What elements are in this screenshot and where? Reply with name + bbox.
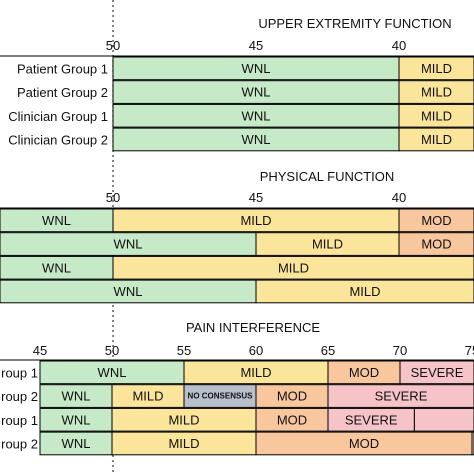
group-label: roup 1	[1, 365, 38, 380]
segment-label: WNL	[242, 85, 271, 100]
bar-segment-mild	[255, 279, 474, 304]
panel-2: PHYSICAL FUNCTION555045403530WNLMILDMODW…	[0, 169, 474, 304]
bar-row: WNL MILD	[0, 255, 474, 280]
tick-label: 65	[321, 343, 335, 358]
bar-segment-mod	[398, 208, 474, 233]
bar-row: WNL MILD MOD	[0, 232, 474, 256]
segment-label: MILD	[421, 85, 452, 100]
bar-row: Clinician Group 1 WNL MILD	[8, 103, 474, 128]
panel-title: PAIN INTERFERENCE	[186, 320, 320, 335]
segment-label: MOD	[349, 365, 379, 380]
tick-label: 40	[392, 38, 406, 53]
tick-label: 40	[392, 190, 406, 205]
segment-label: MOD	[277, 389, 307, 404]
bar-segment-mild	[398, 127, 474, 152]
panel-title: PHYSICAL FUNCTION	[260, 169, 395, 184]
segment-label: MILD	[168, 436, 199, 451]
segment-label: WNL	[242, 61, 271, 76]
segment-label: MILD	[168, 412, 199, 427]
bar-segment-mild	[112, 255, 474, 280]
segment-label: MILD	[421, 61, 452, 76]
group-label: roup 1	[1, 413, 38, 428]
bar-row: Patient Group 1 WNL MILD	[17, 56, 474, 81]
tick-label: 45	[249, 38, 263, 53]
group-label: Patient Group 2	[17, 85, 108, 100]
tick-label: 75	[465, 343, 474, 358]
panel-1: UPPER EXTREMITY FUNCTION504540353025Pati…	[0, 16, 474, 152]
group-label: Patient Group 1	[17, 61, 108, 76]
group-label: Clinician Group 2	[8, 132, 108, 147]
segment-label: MILD	[421, 108, 452, 123]
segment-label: WNL	[98, 365, 127, 380]
segment-label: WNL	[42, 260, 71, 275]
group-label: roup 2	[1, 436, 38, 451]
bar-segment-mild	[398, 103, 474, 128]
segment-label: WNL	[42, 213, 71, 228]
tick-label: 50	[106, 190, 120, 205]
segment-label: MILD	[132, 389, 163, 404]
segment-label: MOD	[421, 213, 451, 228]
group-label: Clinician Group 1	[8, 109, 108, 124]
segment-label: SEVERE	[345, 412, 398, 427]
bar-row: Patient Group 2 WNL MILD	[17, 80, 474, 104]
bar-segment-mild	[398, 56, 474, 81]
segment-label: MOD	[277, 412, 307, 427]
panel-3: PAIN INTERFERENCE 45 50 55 60 65 70 75 roup 1 WNL…	[0, 320, 474, 456]
tick-label: 50	[105, 343, 119, 358]
tick-label: 50	[106, 38, 120, 53]
segment-label: MILD	[312, 237, 343, 252]
bar-row: roup 2 WNL MILD NO CONSENSUS MOD SEVERE	[1, 384, 474, 408]
tick-label: 70	[393, 343, 407, 358]
tick-label: 45	[33, 343, 47, 358]
bar-row: roup 1 WNL MILD MOD SEVERE	[1, 360, 474, 385]
bar-segment-mild	[398, 80, 474, 104]
bar-row: roup 1 WNL MILD MOD SEVERE	[1, 407, 474, 432]
bar-row: roup 2 WNL MILD MOD	[1, 431, 474, 456]
segment-label: WNL	[114, 237, 143, 252]
segment-label: MILD	[240, 365, 271, 380]
bar-segment-severe	[471, 431, 474, 456]
segment-label: WNL	[62, 389, 91, 404]
tick-label: 45	[249, 190, 263, 205]
segment-label: MOD	[349, 436, 379, 451]
segment-label: MOD	[421, 237, 451, 252]
segment-label: MILD	[278, 260, 309, 275]
segment-label: SEVERE	[375, 389, 428, 404]
group-label: roup 2	[1, 389, 38, 404]
segment-label: WNL	[62, 436, 91, 451]
segment-label: WNL	[114, 284, 143, 299]
segment-label: WNL	[242, 108, 271, 123]
bar-segment-severe	[399, 360, 474, 385]
bar-segment-severe	[413, 407, 474, 432]
segment-label: WNL	[242, 132, 271, 147]
tick-label: 60	[249, 343, 263, 358]
segment-label: MILD	[349, 284, 380, 299]
segment-label: SEVERE	[411, 365, 464, 380]
segment-label: MILD	[240, 213, 271, 228]
bar-row: WNL MILD	[0, 279, 474, 304]
bar-row: Clinician Group 2 WNL MILD	[8, 127, 474, 152]
bar-segment-severe	[327, 384, 474, 408]
segment-label: MILD	[421, 132, 452, 147]
panel-title: UPPER EXTREMITY FUNCTION	[258, 16, 451, 31]
bar-segment-mod	[398, 232, 474, 256]
segment-label: NO CONSENSUS	[188, 392, 254, 401]
bar-row: WNL MILD MOD	[0, 208, 474, 233]
segment-label: WNL	[62, 412, 91, 427]
tick-label: 55	[177, 343, 191, 358]
